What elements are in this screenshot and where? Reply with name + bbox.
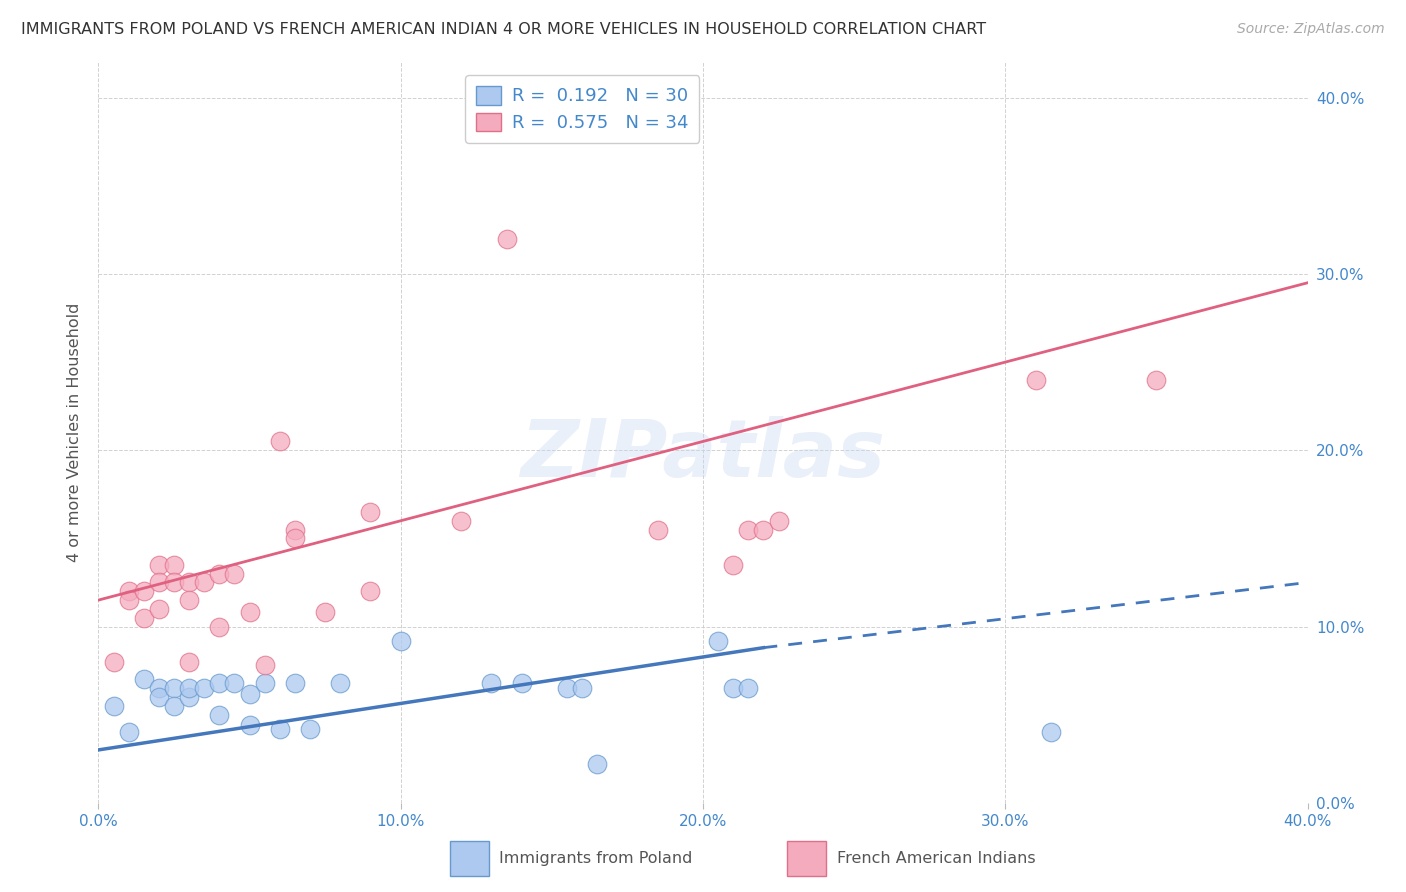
Point bbox=[737, 523, 759, 537]
Point bbox=[389, 633, 412, 648]
Point bbox=[193, 681, 215, 696]
Point bbox=[103, 698, 125, 713]
Text: French American Indians: French American Indians bbox=[837, 851, 1035, 866]
Text: Source: ZipAtlas.com: Source: ZipAtlas.com bbox=[1237, 22, 1385, 37]
Point bbox=[707, 633, 730, 648]
Point bbox=[103, 655, 125, 669]
Point bbox=[1039, 725, 1062, 739]
Point bbox=[132, 584, 155, 599]
Bar bbox=[787, 841, 827, 876]
Text: Immigrants from Poland: Immigrants from Poland bbox=[499, 851, 693, 866]
Point bbox=[768, 514, 790, 528]
Point bbox=[132, 610, 155, 624]
Point bbox=[737, 681, 759, 696]
Point bbox=[118, 725, 141, 739]
Point bbox=[481, 676, 503, 690]
Legend: R =  0.192   N = 30, R =  0.575   N = 34: R = 0.192 N = 30, R = 0.575 N = 34 bbox=[465, 75, 699, 143]
Point bbox=[284, 676, 307, 690]
Point bbox=[1024, 373, 1046, 387]
Point bbox=[179, 575, 201, 590]
Point bbox=[163, 558, 186, 572]
Text: ZIPatlas: ZIPatlas bbox=[520, 416, 886, 494]
Point bbox=[571, 681, 593, 696]
Point bbox=[269, 434, 291, 449]
Point bbox=[148, 602, 170, 616]
Point bbox=[723, 558, 745, 572]
Point bbox=[208, 676, 231, 690]
Point bbox=[148, 575, 170, 590]
Point bbox=[148, 681, 170, 696]
Point bbox=[208, 707, 231, 722]
Point bbox=[269, 722, 291, 736]
Point bbox=[132, 673, 155, 687]
Point bbox=[118, 593, 141, 607]
Point bbox=[163, 575, 186, 590]
Point bbox=[239, 718, 262, 732]
Point bbox=[193, 575, 215, 590]
Point bbox=[329, 676, 352, 690]
Point bbox=[239, 606, 262, 620]
Point bbox=[1144, 373, 1167, 387]
Point bbox=[360, 584, 382, 599]
Point bbox=[179, 655, 201, 669]
Point bbox=[179, 681, 201, 696]
Point bbox=[224, 676, 246, 690]
Y-axis label: 4 or more Vehicles in Household: 4 or more Vehicles in Household bbox=[67, 303, 83, 562]
Text: IMMIGRANTS FROM POLAND VS FRENCH AMERICAN INDIAN 4 OR MORE VEHICLES IN HOUSEHOLD: IMMIGRANTS FROM POLAND VS FRENCH AMERICA… bbox=[21, 22, 986, 37]
Point bbox=[239, 686, 262, 700]
Point bbox=[224, 566, 246, 581]
Point bbox=[148, 690, 170, 704]
Point bbox=[253, 658, 276, 673]
Point bbox=[208, 566, 231, 581]
Point bbox=[299, 722, 322, 736]
Point bbox=[284, 523, 307, 537]
Point bbox=[253, 676, 276, 690]
Point bbox=[495, 232, 517, 246]
Point bbox=[284, 532, 307, 546]
Point bbox=[555, 681, 578, 696]
Point bbox=[179, 593, 201, 607]
Point bbox=[148, 558, 170, 572]
Point bbox=[510, 676, 533, 690]
Point bbox=[179, 690, 201, 704]
Point bbox=[314, 606, 336, 620]
Point bbox=[208, 619, 231, 633]
Point bbox=[163, 698, 186, 713]
Point bbox=[586, 757, 609, 772]
Point bbox=[450, 514, 472, 528]
Bar bbox=[450, 841, 489, 876]
Point bbox=[360, 505, 382, 519]
Point bbox=[752, 523, 775, 537]
Point bbox=[163, 681, 186, 696]
Point bbox=[118, 584, 141, 599]
Point bbox=[647, 523, 669, 537]
Point bbox=[723, 681, 745, 696]
